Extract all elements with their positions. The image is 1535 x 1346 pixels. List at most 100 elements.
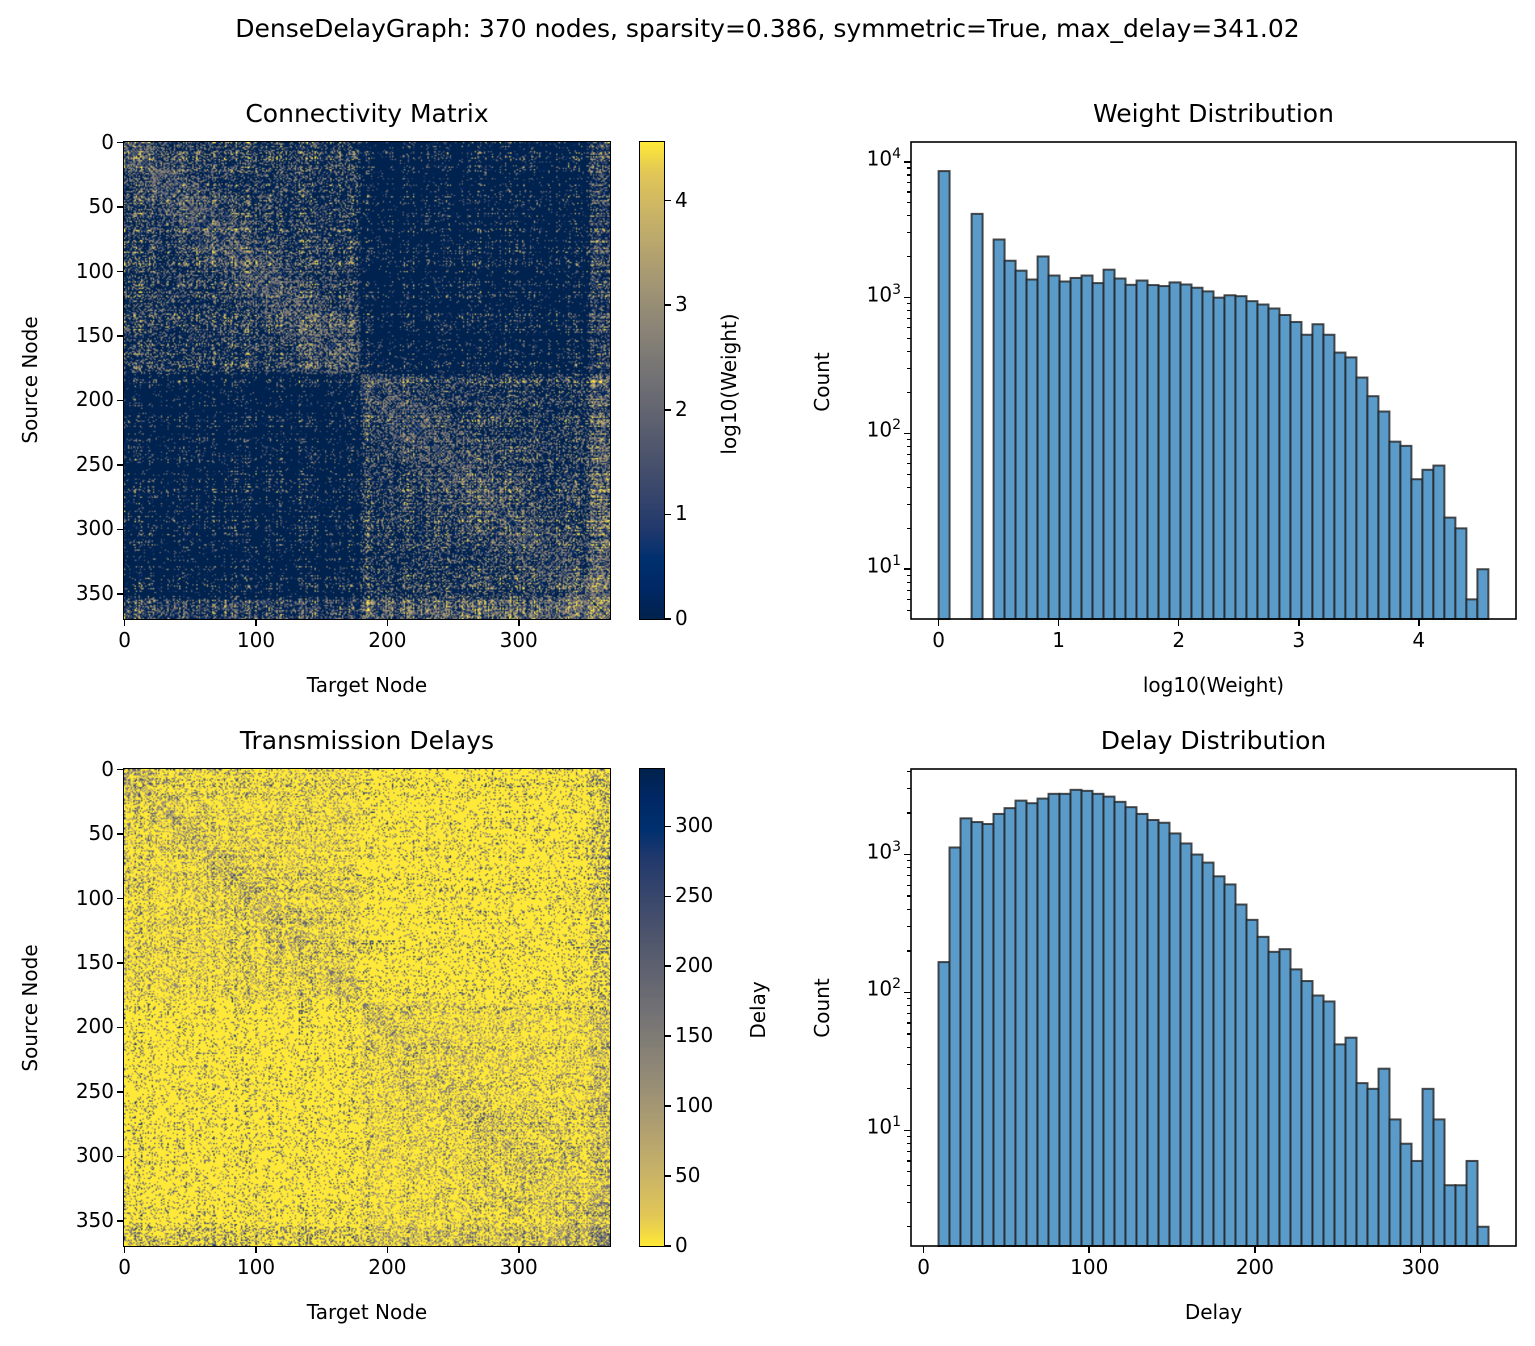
x-tick-mark — [1297, 619, 1300, 626]
y-minor-tick — [907, 486, 911, 489]
y-minor-tick — [907, 351, 911, 353]
histogram-bar — [1234, 903, 1248, 1248]
histogram-bar — [1267, 950, 1281, 1247]
x-tick-label: 200 — [368, 628, 407, 652]
histogram-bar — [1113, 800, 1127, 1248]
colorbar-tick-label: 0 — [675, 1233, 688, 1257]
y-minor-tick — [907, 445, 911, 448]
histogram-bar — [1025, 802, 1039, 1247]
histogram-bar — [1366, 1087, 1380, 1247]
weight-hist-xlabel: log10(Weight) — [1142, 673, 1285, 697]
y-minor-tick — [907, 503, 911, 506]
y-minor-tick — [907, 598, 911, 600]
histogram-bar — [1212, 875, 1226, 1247]
histogram-bar — [937, 961, 951, 1247]
histogram-bar — [1124, 806, 1138, 1247]
y-minor-tick — [907, 462, 911, 465]
y-minor-tick — [907, 215, 911, 217]
histogram-bar — [1278, 948, 1292, 1247]
x-tick-label: 300 — [499, 628, 538, 652]
histogram-bar — [1289, 968, 1303, 1247]
y-tick-mark — [117, 833, 124, 835]
y-tick-label: 101 — [866, 553, 901, 578]
delays-heatmap — [124, 769, 610, 1246]
delays-colorbar — [640, 769, 664, 1246]
y-minor-tick — [907, 473, 911, 475]
y-tick-label: 103 — [866, 281, 901, 307]
y-minor-tick — [907, 1151, 911, 1153]
colorbar-tick-mark — [664, 825, 671, 828]
y-tick-mark — [117, 593, 124, 595]
histogram-bar — [1080, 789, 1094, 1247]
delay-hist-xlabel: Delay — [1184, 1300, 1243, 1324]
colorbar-tick-mark — [664, 965, 671, 968]
y-tick-mark — [904, 853, 911, 856]
colorbar-tick-mark — [664, 1175, 671, 1177]
y-tick-mark — [117, 335, 124, 337]
y-tick-label: 200 — [75, 1014, 114, 1039]
y-tick-label: 100 — [75, 258, 114, 283]
histogram-bar — [970, 821, 984, 1247]
histogram-bar — [1047, 792, 1061, 1247]
y-minor-tick — [907, 875, 911, 877]
y-minor-tick — [907, 303, 911, 305]
histogram-bar — [1410, 1159, 1424, 1248]
histogram-bar — [1190, 853, 1204, 1247]
x-tick-label: 2 — [1172, 628, 1186, 652]
histogram-bar — [1003, 807, 1017, 1247]
connectivity-colorbar-frame — [639, 141, 665, 620]
y-tick-label: 150 — [75, 950, 114, 975]
y-tick-mark — [117, 1155, 124, 1158]
x-tick-label: 300 — [1401, 1255, 1440, 1279]
y-minor-tick — [907, 453, 911, 456]
histogram-bar — [1256, 935, 1270, 1247]
y-minor-tick — [907, 609, 911, 611]
y-tick-mark — [904, 568, 911, 571]
delay-hist-ylabel: Count — [810, 978, 834, 1038]
y-minor-tick — [907, 998, 911, 1000]
histogram-bar — [1300, 980, 1314, 1247]
histogram-bar — [1058, 792, 1072, 1247]
y-tick-label: 102 — [866, 417, 901, 443]
y-minor-tick — [907, 191, 911, 193]
weight-hist-title: Weight Distribution — [1093, 99, 1334, 128]
y-tick-label: 50 — [88, 194, 114, 219]
axes-frame — [910, 141, 1517, 620]
x-tick-label: 1 — [1052, 628, 1065, 652]
y-minor-tick — [907, 895, 911, 897]
x-tick-label: 3 — [1292, 628, 1306, 652]
colorbar-tick-mark — [664, 1105, 671, 1107]
x-tick-mark — [255, 1246, 257, 1253]
colorbar-tick-mark — [664, 513, 671, 516]
histogram-bar — [1091, 792, 1105, 1247]
colorbar-tick-mark — [664, 618, 671, 620]
delays-title: Transmission Delays — [239, 726, 495, 755]
colorbar-tick-label: 50 — [675, 1163, 701, 1188]
y-minor-tick — [907, 574, 911, 577]
histogram-bar — [1036, 797, 1050, 1247]
connectivity-title: Connectivity Matrix — [245, 99, 489, 128]
y-minor-tick — [907, 439, 911, 441]
x-tick-label: 100 — [236, 1255, 276, 1279]
x-tick-mark — [1419, 1246, 1422, 1253]
histogram-bar — [1146, 818, 1160, 1247]
y-minor-tick — [907, 1160, 911, 1162]
y-minor-tick — [907, 182, 911, 184]
x-tick-mark — [922, 1246, 925, 1253]
x-tick-mark — [123, 619, 126, 626]
y-tick-label: 0 — [101, 129, 114, 154]
y-minor-tick — [907, 926, 911, 928]
y-tick-mark — [904, 432, 911, 435]
histogram-bar — [1223, 883, 1237, 1247]
histogram-bar — [1168, 832, 1182, 1247]
colorbar-tick-label: 3 — [675, 292, 688, 317]
y-tick-mark — [117, 1220, 124, 1222]
delays-colorbar-frame — [639, 768, 665, 1247]
y-tick-mark — [904, 991, 911, 994]
histogram-bar — [1322, 1000, 1336, 1247]
y-minor-tick — [907, 232, 911, 234]
y-tick-mark — [904, 161, 911, 163]
x-tick-mark — [1088, 1246, 1091, 1253]
y-minor-tick — [907, 1013, 911, 1015]
y-minor-tick — [907, 1184, 911, 1186]
